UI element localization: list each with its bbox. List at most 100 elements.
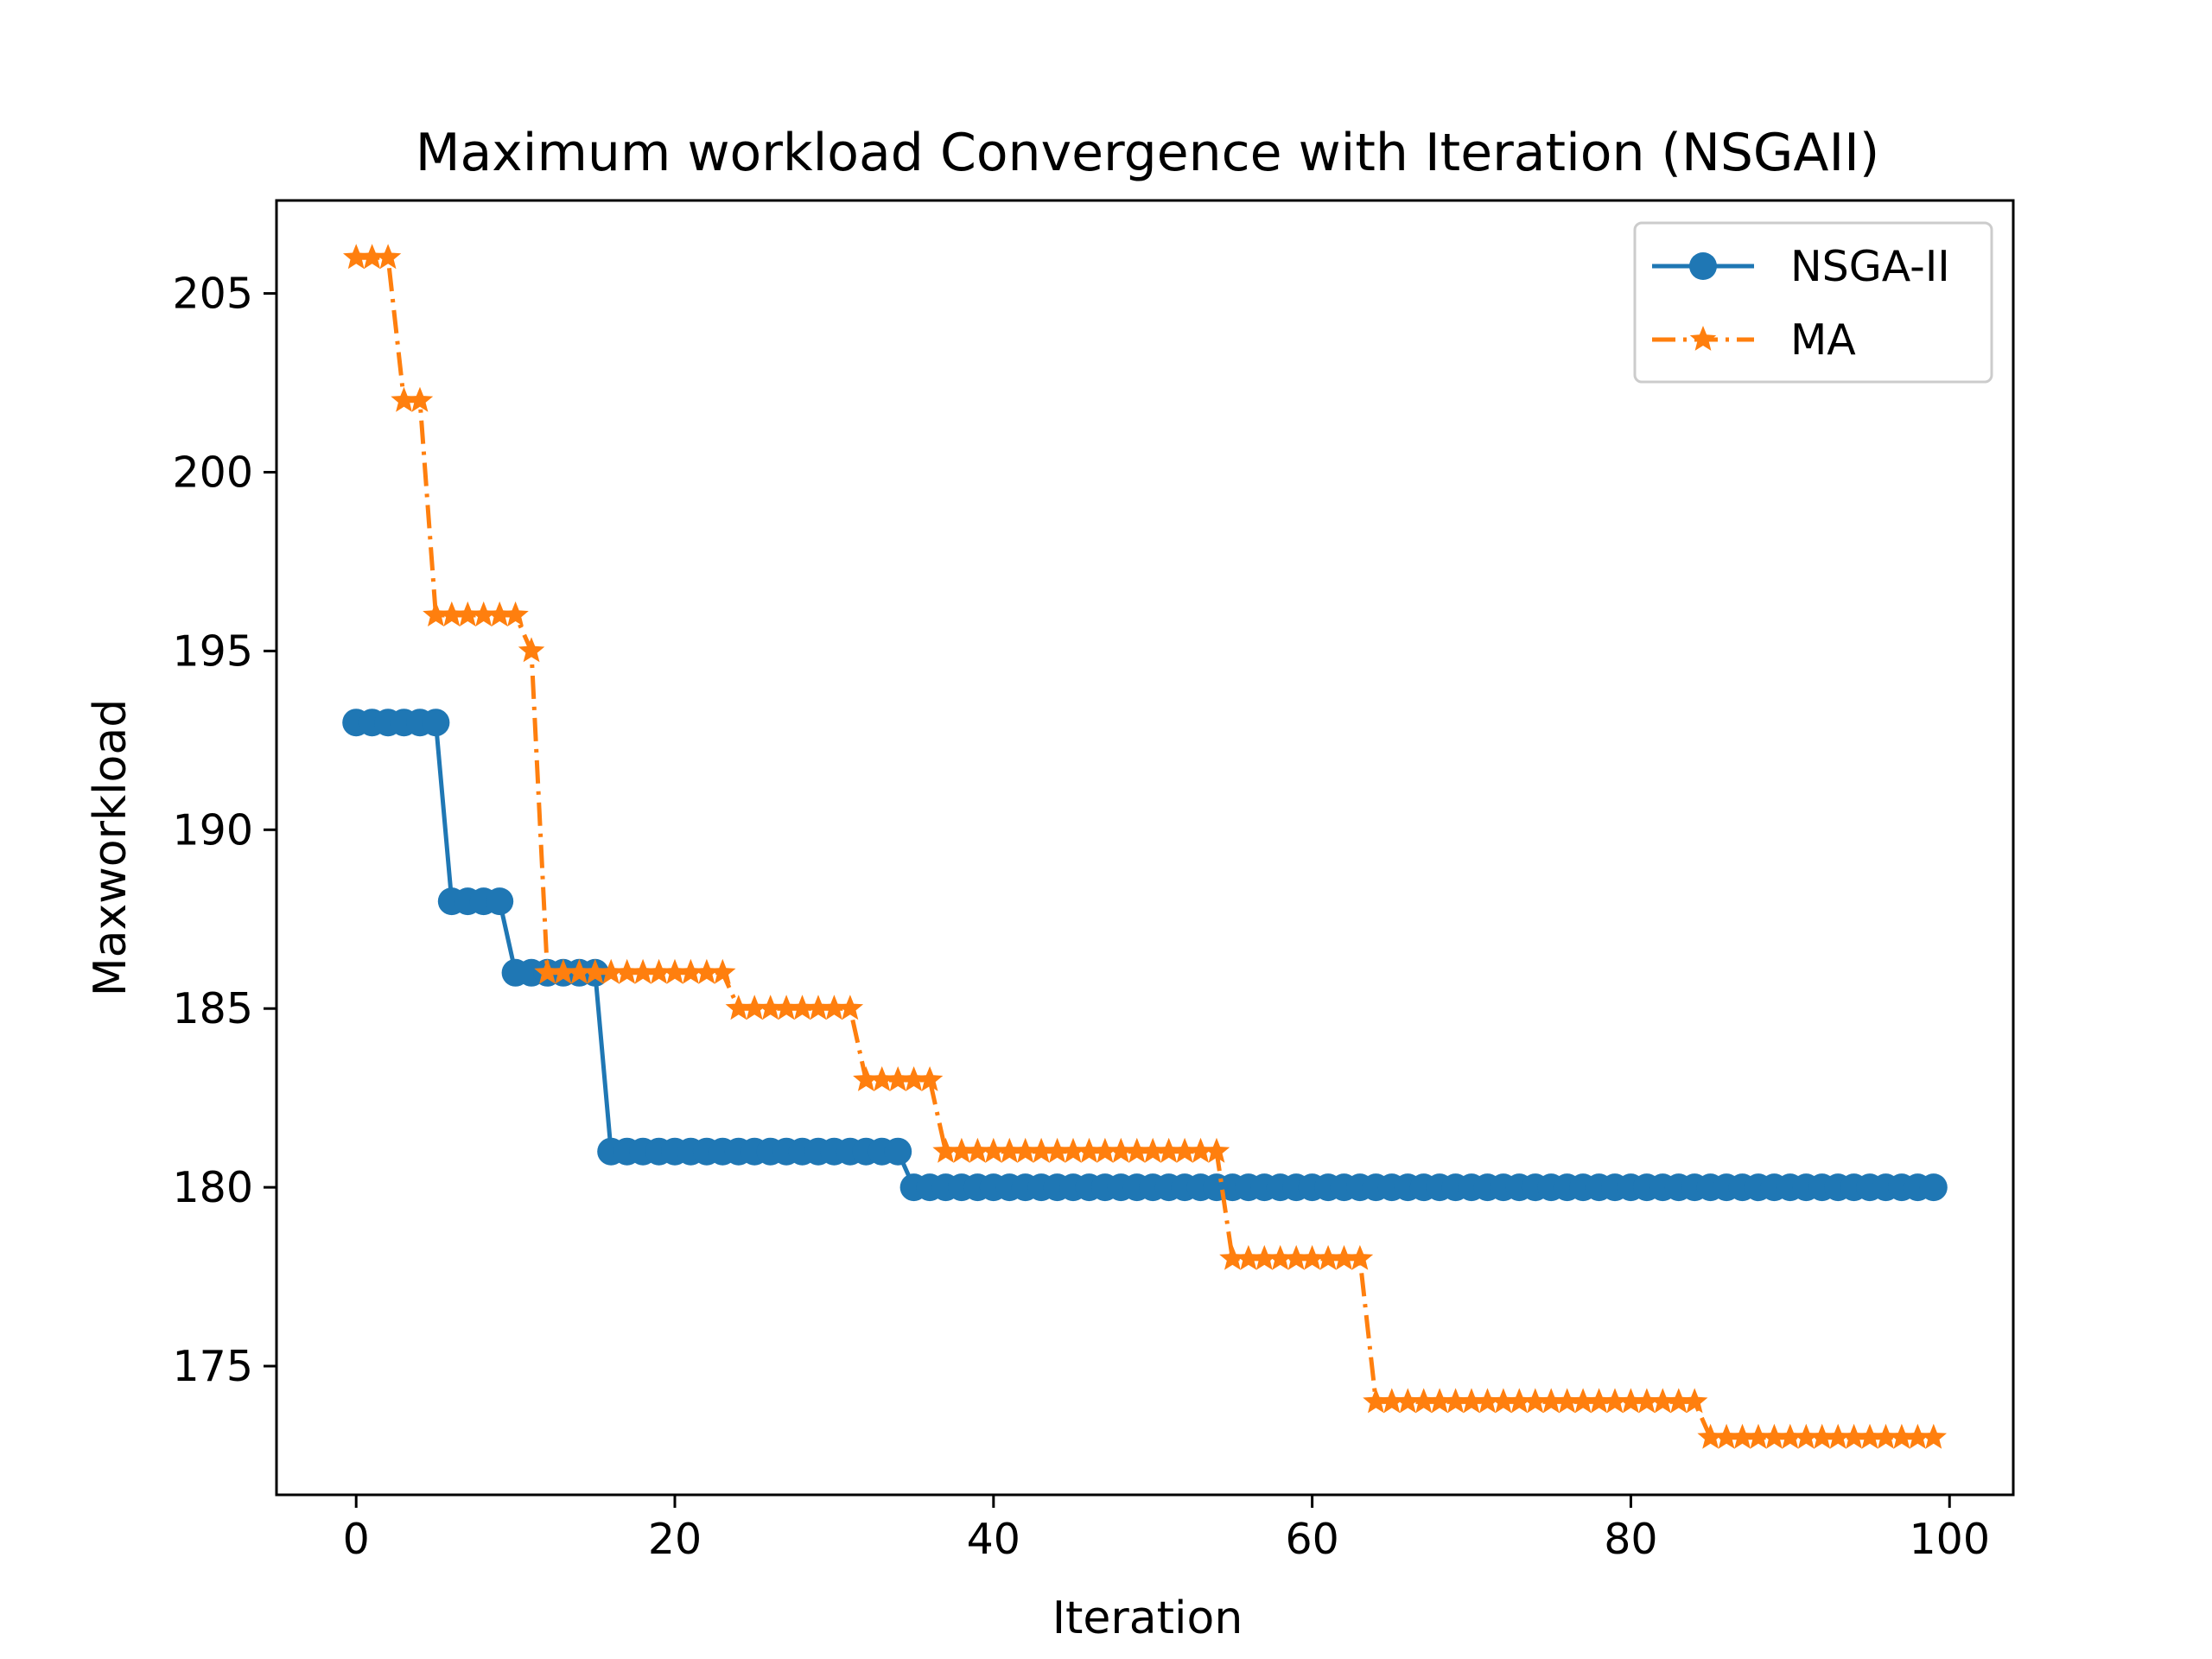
plot-frame xyxy=(275,199,2015,1497)
data-point xyxy=(1283,1244,1310,1270)
legend-item: MA xyxy=(1652,315,1856,365)
x-tick-label: 40 xyxy=(967,1515,1020,1564)
data-point xyxy=(1363,1388,1389,1414)
data-point xyxy=(1012,1137,1039,1163)
data-point xyxy=(677,958,704,984)
data-point xyxy=(1091,1137,1119,1163)
data-point xyxy=(438,601,466,626)
data-point xyxy=(566,958,593,984)
x-axis-label: Iteration xyxy=(1052,1592,1243,1644)
data-point xyxy=(741,995,768,1020)
x-tick-label: 100 xyxy=(1909,1515,1990,1564)
data-point xyxy=(900,1066,927,1091)
y-axis-label: Maxworkload xyxy=(85,699,137,996)
legend-marker xyxy=(1689,326,1717,351)
data-point xyxy=(1203,1137,1230,1163)
data-point xyxy=(1458,1388,1485,1414)
x-tick-label: 60 xyxy=(1285,1515,1338,1564)
data-point xyxy=(550,958,577,984)
data-point xyxy=(916,1066,944,1091)
data-point xyxy=(1044,1137,1071,1163)
data-point xyxy=(1426,1388,1453,1414)
data-point xyxy=(502,601,529,626)
data-point xyxy=(980,1137,1007,1163)
data-point xyxy=(1299,1244,1325,1270)
data-point xyxy=(1410,1388,1437,1414)
data-point xyxy=(343,244,370,270)
data-point xyxy=(1378,1388,1405,1414)
data-point xyxy=(1745,1423,1772,1449)
x-tick-label: 20 xyxy=(648,1515,702,1564)
data-point xyxy=(1171,1137,1198,1163)
data-point xyxy=(932,1137,959,1163)
data-point xyxy=(1649,1388,1676,1414)
data-point xyxy=(836,995,864,1020)
data-point xyxy=(613,958,640,984)
data-point xyxy=(772,995,800,1020)
legend: NSGA-II MA xyxy=(1633,221,1993,384)
data-point xyxy=(868,1066,895,1091)
y-tick-label: 195 xyxy=(172,626,253,676)
plot-series xyxy=(342,244,1948,1449)
legend-label: NSGA-II xyxy=(1790,242,1950,291)
data-point xyxy=(1235,1244,1262,1270)
data-point xyxy=(885,1066,912,1091)
data-point xyxy=(1027,1137,1055,1163)
data-point xyxy=(359,244,385,270)
data-point xyxy=(486,601,513,626)
data-point xyxy=(1554,1388,1580,1414)
data-point xyxy=(422,709,450,737)
data-point xyxy=(391,386,417,412)
data-point xyxy=(629,958,657,984)
y-tick-label: 190 xyxy=(172,805,253,855)
x-tick-label: 0 xyxy=(343,1515,370,1564)
data-point xyxy=(1331,1244,1357,1270)
data-point xyxy=(454,601,481,626)
data-point xyxy=(1888,1423,1916,1449)
data-point xyxy=(1840,1423,1867,1449)
data-point xyxy=(1076,1137,1103,1163)
data-point xyxy=(1920,1423,1947,1449)
x-tick-label: 80 xyxy=(1604,1515,1657,1564)
data-point xyxy=(1187,1137,1214,1163)
data-point xyxy=(518,637,545,663)
data-point xyxy=(757,995,784,1020)
data-point xyxy=(1808,1423,1835,1449)
data-point xyxy=(1919,1173,1948,1202)
y-axis: 175 180 185 190 195 200 205 xyxy=(172,270,276,1391)
data-point xyxy=(423,601,449,626)
data-point xyxy=(1267,1244,1294,1270)
data-point xyxy=(1761,1423,1788,1449)
series-nsga-ii xyxy=(342,709,1948,1202)
data-point xyxy=(1155,1137,1182,1163)
data-point xyxy=(725,995,752,1020)
data-point xyxy=(1713,1423,1740,1449)
data-point xyxy=(582,958,608,984)
data-point xyxy=(1681,1388,1708,1414)
data-point xyxy=(598,958,625,984)
y-tick-label: 205 xyxy=(172,270,253,319)
data-point xyxy=(884,1137,912,1166)
data-point xyxy=(1490,1388,1517,1414)
data-point xyxy=(1123,1137,1150,1163)
data-point xyxy=(1251,1244,1278,1270)
data-point xyxy=(1729,1423,1756,1449)
data-point xyxy=(964,1137,991,1163)
y-tick-label: 180 xyxy=(172,1163,253,1212)
y-tick-label: 175 xyxy=(172,1342,253,1391)
data-point xyxy=(1665,1388,1692,1414)
x-axis: 0 20 40 60 80 100 xyxy=(343,1495,1990,1564)
data-point xyxy=(853,1066,880,1091)
data-point xyxy=(821,995,848,1020)
data-point xyxy=(1697,1423,1724,1449)
data-point xyxy=(661,958,689,984)
data-point xyxy=(693,958,721,984)
data-point xyxy=(1586,1388,1612,1414)
legend-box xyxy=(1633,221,1993,384)
data-point xyxy=(1633,1388,1661,1414)
legend-label: MA xyxy=(1790,315,1856,365)
y-tick-label: 200 xyxy=(172,448,253,497)
data-point xyxy=(1856,1423,1884,1449)
data-point xyxy=(1346,1244,1374,1270)
